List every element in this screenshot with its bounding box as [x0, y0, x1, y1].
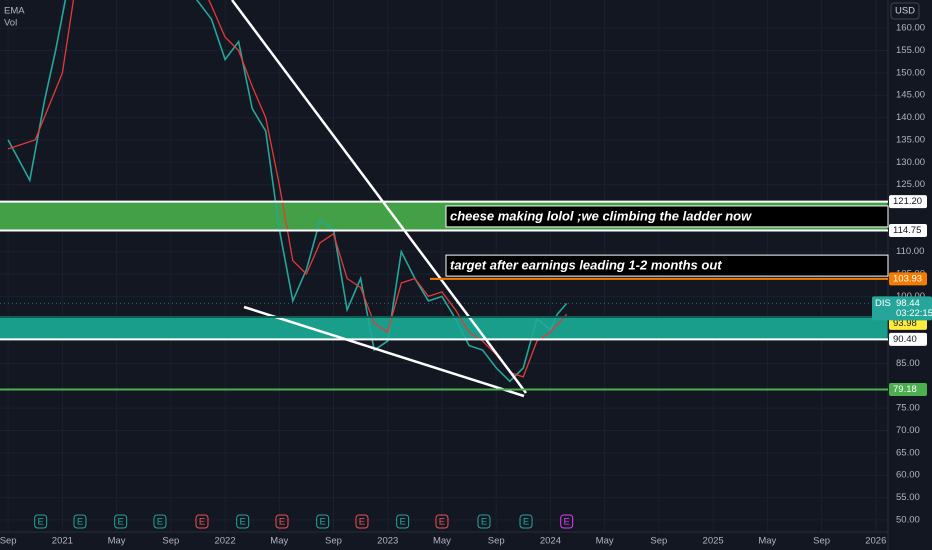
event-marker [435, 514, 449, 529]
y-tick-label: 155.00 [896, 45, 925, 56]
x-tick-label: May [108, 536, 126, 547]
x-tick-label: Sep [162, 536, 179, 547]
event-label: E [359, 517, 365, 528]
x-tick-label: Sep [650, 536, 667, 547]
price-badge [889, 223, 927, 237]
indicator-label: EMA [4, 6, 25, 17]
event-label: E [399, 517, 405, 528]
price-badge-label: 103.93 [893, 273, 922, 284]
y-tick-label: 140.00 [896, 112, 925, 123]
price-badge-label: 121.20 [893, 196, 922, 207]
x-tick-label: 2025 [703, 536, 724, 547]
event-label: E [77, 517, 83, 528]
event-marker [316, 514, 330, 529]
x-tick-label: May [596, 536, 614, 547]
y-tick-label: 125.00 [896, 179, 925, 190]
zone [0, 317, 888, 340]
countdown: 03:22:15 [896, 308, 932, 319]
event-label: E [439, 517, 445, 528]
trend-line [243, 305, 525, 398]
annotation-box [445, 254, 889, 277]
x-tick-label: Sep [325, 536, 342, 547]
indicator-label: Vol [4, 18, 17, 29]
annotation-text: target after earnings leading 1-2 months… [450, 258, 722, 273]
y-tick-label: 50.00 [896, 514, 920, 525]
event-label: E [240, 517, 246, 528]
price-line [7, 0, 568, 378]
price-badge [889, 272, 927, 286]
price-badge [889, 382, 927, 396]
x-tick-label: 2021 [52, 536, 73, 547]
annotation-box [445, 205, 889, 228]
event-marker [236, 514, 250, 529]
event-marker [519, 514, 533, 529]
x-tick-label: 2023 [377, 536, 398, 547]
currency: USD [895, 6, 915, 17]
x-tick-label: 2022 [214, 536, 235, 547]
event-label: E [319, 517, 325, 528]
event-label: E [37, 517, 43, 528]
price-badge-label: 79.18 [893, 384, 917, 395]
event-marker [560, 514, 574, 529]
y-tick-label: 70.00 [896, 425, 920, 436]
event-marker [195, 514, 209, 529]
event-marker [153, 514, 167, 529]
y-tick-label: 110.00 [896, 246, 924, 257]
event-marker [477, 514, 491, 529]
currency-box [890, 2, 920, 20]
y-tick-label: 55.00 [896, 492, 920, 503]
y-tick-label: 160.00 [896, 23, 925, 34]
event-label: E [481, 517, 487, 528]
event-label: E [117, 517, 123, 528]
price-badge-label: 114.75 [893, 225, 921, 236]
event-label: E [523, 517, 529, 528]
x-tick-label: 2026 [865, 536, 886, 547]
x-tick-label: 2024 [540, 536, 561, 547]
x-tick-label: Sep [0, 536, 17, 547]
event-marker [355, 514, 369, 529]
last-price-label: 98.44 [896, 298, 920, 309]
y-tick-label: 145.00 [896, 90, 925, 101]
y-tick-label: 150.00 [896, 67, 925, 78]
y-tick-label: 85.00 [896, 358, 920, 369]
x-tick-label: May [758, 536, 776, 547]
annotation-text: cheese making lolol ;we climbing the lad… [450, 208, 752, 223]
event-label: E [279, 517, 285, 528]
price-badge [889, 332, 927, 346]
price-badge [889, 195, 927, 209]
event-marker [34, 514, 48, 529]
x-tick-label: May [270, 536, 288, 547]
last-price-symbol: DIS [875, 298, 891, 309]
price-line [7, 0, 568, 383]
trend-line [230, 0, 528, 394]
y-tick-label: 135.00 [896, 134, 925, 145]
event-label: E [157, 517, 163, 528]
y-tick-label: 60.00 [896, 470, 920, 481]
y-tick-label: 130.00 [896, 157, 925, 168]
event-label: E [199, 517, 205, 528]
x-tick-label: May [433, 536, 451, 547]
event-marker [275, 514, 289, 529]
y-tick-label: 75.00 [896, 403, 920, 414]
event-marker [396, 514, 410, 529]
event-marker [73, 514, 87, 529]
x-tick-label: Sep [813, 536, 830, 547]
price-badge-label: 90.40 [893, 334, 917, 345]
price-badge-label: 93.98 [893, 318, 917, 329]
y-tick-label: 65.00 [896, 447, 920, 458]
event-marker [114, 514, 128, 529]
x-tick-label: Sep [488, 536, 505, 547]
last-price-badge [872, 296, 932, 321]
event-label: E [564, 517, 570, 528]
